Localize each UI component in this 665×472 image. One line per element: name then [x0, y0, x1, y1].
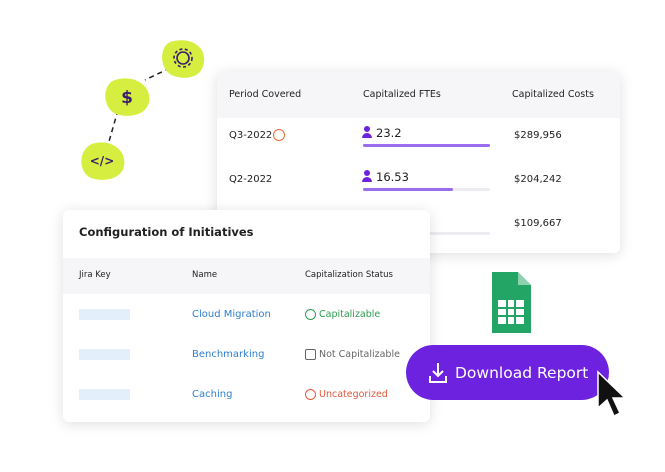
column-header: Period Covered [229, 89, 302, 100]
person-icon [364, 126, 370, 132]
column-header: Name [192, 270, 218, 280]
alert-icon [273, 129, 285, 141]
initiative-name: Caching [192, 389, 233, 400]
jira-key-placeholder [79, 389, 130, 400]
download-icon [429, 363, 447, 383]
badge-blob [81, 142, 125, 180]
gear-icon [173, 48, 193, 68]
fte-bar [363, 188, 454, 191]
cost: $289,956 [514, 130, 562, 141]
column-header: Capitalization Status [305, 270, 393, 280]
costs-card: Period Covered Capitalized FTEs Capitalize… [217, 72, 620, 253]
person-icon [362, 133, 372, 138]
cost: $109,667 [514, 218, 562, 229]
code-icon: </> [90, 154, 115, 168]
status-icon [305, 389, 316, 400]
person-icon [364, 170, 370, 176]
initiative-name: Benchmarking [192, 349, 265, 360]
column-header: Capitalized FTEs [363, 89, 441, 100]
period: Q3-2022 [229, 130, 273, 141]
initiative-name: Cloud Migration [192, 309, 271, 320]
person-icon [362, 177, 372, 182]
dollar-icon: $ [121, 88, 133, 108]
badge-blob [105, 78, 150, 116]
card-title: Configuration of Initiatives [79, 225, 254, 239]
cost: $204,242 [514, 174, 562, 185]
button-label[interactable]: Download Report [455, 364, 589, 382]
connector [107, 67, 171, 146]
gear-icon [176, 51, 190, 65]
fte-value: 16.53 [376, 170, 409, 184]
column-header: Jira Key [79, 270, 111, 280]
jira-key-placeholder [79, 309, 130, 320]
table-header [217, 72, 620, 118]
fte-value: 23.2 [376, 126, 402, 140]
status: Uncategorized [319, 389, 388, 400]
period: Q2-2022 [229, 174, 273, 185]
jira-key-placeholder [79, 349, 130, 360]
download-button[interactable]: Download Report [406, 345, 609, 400]
status: Not Capitalizable [319, 349, 400, 360]
initiatives-card: Configuration of Initiatives Jira Key Nam… [63, 210, 430, 422]
fte-bar [363, 144, 490, 147]
badge-blob [162, 40, 205, 78]
status-icon [305, 309, 316, 320]
table-header [63, 258, 430, 294]
cursor [597, 370, 627, 418]
status-icon [305, 349, 316, 360]
column-header: Capitalized Costs [512, 89, 594, 100]
status: Capitalizable [319, 309, 381, 320]
sheets-icon [492, 272, 531, 333]
